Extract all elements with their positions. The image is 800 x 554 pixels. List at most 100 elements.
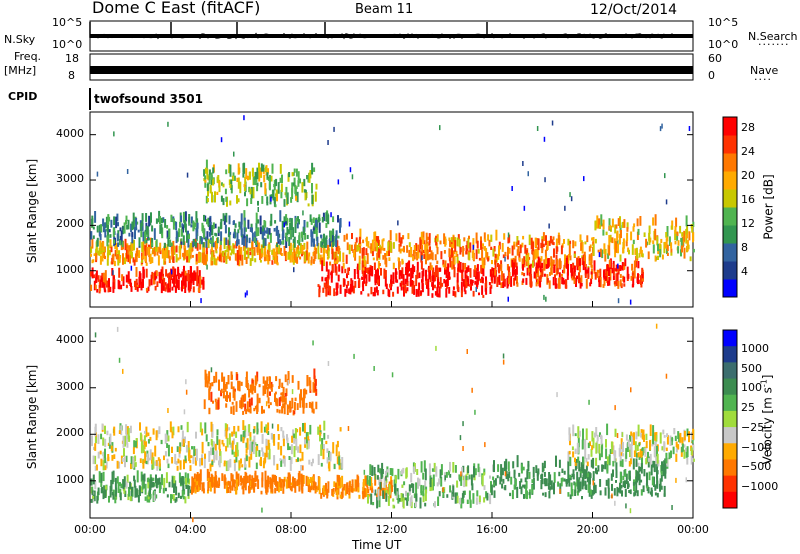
- power-echo-mark: [237, 177, 240, 189]
- velocity-echo-mark: [567, 469, 570, 480]
- velocity-echo-mark: [199, 422, 202, 433]
- power-echo-mark: [294, 222, 297, 233]
- power-echo-mark: [140, 226, 143, 238]
- nave-tick-bottom: 0: [708, 69, 715, 82]
- power-echo-mark: [616, 239, 619, 247]
- power-echo-mark: [570, 264, 573, 273]
- velocity-echo-mark: [505, 474, 508, 480]
- power-echo-mark: [494, 255, 497, 261]
- velocity-echo-mark: [246, 383, 248, 388]
- velocity-colorbar-swatch: [723, 330, 737, 347]
- velocity-echo-mark: [208, 371, 211, 382]
- power-echo-mark: [560, 245, 563, 255]
- velocity-echo-mark: [256, 422, 259, 435]
- power-echo-mark: [265, 230, 267, 234]
- velocity-echo-mark: [295, 459, 298, 463]
- power-echo-mark: [396, 286, 399, 294]
- power-echo-mark: [384, 270, 387, 277]
- power-scatter-point: [270, 196, 272, 202]
- power-echo-mark: [280, 183, 283, 192]
- velocity-echo-mark: [502, 478, 505, 484]
- velocity-echo-mark: [242, 430, 245, 441]
- power-echo-mark: [165, 246, 167, 258]
- power-echo-mark: [400, 286, 403, 291]
- power-echo-mark: [205, 159, 208, 172]
- velocity-echo-mark: [585, 457, 588, 463]
- velocity-echo-mark: [456, 480, 459, 488]
- velocity-echo-mark: [590, 449, 593, 457]
- power-colorbar-tick-label: 12: [741, 217, 755, 230]
- power-echo-mark: [141, 222, 144, 231]
- power-echo-mark: [125, 274, 128, 283]
- power-echo-mark: [271, 163, 274, 174]
- power-scatter-point: [330, 212, 332, 218]
- velocity-echo-mark: [394, 484, 396, 494]
- velocity-echo-mark: [285, 479, 288, 489]
- power-echo-mark: [348, 288, 351, 294]
- power-echo-mark: [317, 242, 320, 254]
- velocity-echo-mark: [368, 493, 371, 497]
- power-echo-mark: [643, 232, 646, 237]
- power-echo-mark: [347, 267, 350, 275]
- power-echo-mark: [306, 241, 309, 250]
- power-echo-mark: [692, 221, 695, 227]
- power-echo-mark: [249, 258, 252, 266]
- power-echo-mark: [101, 277, 104, 288]
- power-echo-mark: [142, 278, 144, 287]
- velocity-scatter-point: [614, 500, 616, 506]
- power-echo-mark: [266, 196, 269, 204]
- power-echo-mark: [141, 259, 144, 263]
- power-echo-mark: [361, 260, 364, 264]
- velocity-echo-mark: [291, 375, 294, 383]
- velocity-echo-mark: [581, 496, 583, 500]
- velocity-echo-mark: [579, 482, 581, 492]
- power-echo-mark: [227, 253, 230, 258]
- power-echo-mark: [590, 278, 593, 284]
- velocity-echo-mark: [314, 378, 317, 386]
- velocity-colorbar-tick-label: −100: [741, 440, 772, 454]
- power-echo-mark: [375, 286, 378, 293]
- velocity-echo-mark: [273, 434, 276, 446]
- velocity-echo-mark: [448, 470, 451, 476]
- power-echo-mark: [168, 272, 171, 278]
- velocity-echo-mark: [248, 388, 251, 398]
- power-echo-mark: [315, 219, 317, 227]
- power-echo-mark: [208, 231, 211, 237]
- power-echo-mark: [605, 268, 608, 281]
- power-echo-mark: [243, 227, 246, 239]
- power-echo-mark: [594, 272, 597, 280]
- power-echo-mark: [255, 241, 257, 245]
- velocity-echo-mark: [293, 446, 296, 458]
- velocity-echo-mark: [591, 445, 594, 450]
- power-echo-mark: [256, 242, 259, 253]
- power-echo-mark: [506, 280, 509, 289]
- velocity-echo-mark: [133, 440, 136, 448]
- power-echo-mark: [164, 282, 167, 286]
- velocity-echo-mark: [483, 468, 486, 475]
- power-echo-mark: [358, 236, 361, 244]
- velocity-echo-marks: [90, 323, 695, 523]
- power-echo-mark: [141, 241, 144, 252]
- velocity-echo-mark: [238, 380, 241, 392]
- velocity-echo-mark: [404, 497, 407, 501]
- power-echo-mark: [212, 167, 215, 174]
- power-scatter-point: [112, 270, 114, 276]
- velocity-scatter-point: [611, 493, 613, 499]
- power-echo-mark: [518, 257, 521, 262]
- power-echo-mark: [452, 250, 455, 262]
- power-echo-mark: [285, 186, 288, 198]
- velocity-colorbar-frame: [722, 329, 738, 509]
- power-echo-mark: [261, 247, 263, 254]
- power-echo-mark: [626, 227, 629, 232]
- velocity-echo-mark: [640, 450, 643, 458]
- power-echo-mark: [356, 245, 359, 252]
- velocity-colorbar-tick-label: −25: [741, 420, 765, 434]
- velocity-echo-mark: [312, 458, 314, 464]
- velocity-echo-mark: [605, 439, 607, 448]
- velocity-echo-mark: [659, 432, 662, 444]
- velocity-echo-mark: [252, 429, 255, 434]
- velocity-echo-mark: [408, 484, 411, 492]
- velocity-echo-mark: [104, 438, 107, 448]
- velocity-echo-mark: [544, 492, 547, 498]
- power-echo-mark: [559, 260, 562, 268]
